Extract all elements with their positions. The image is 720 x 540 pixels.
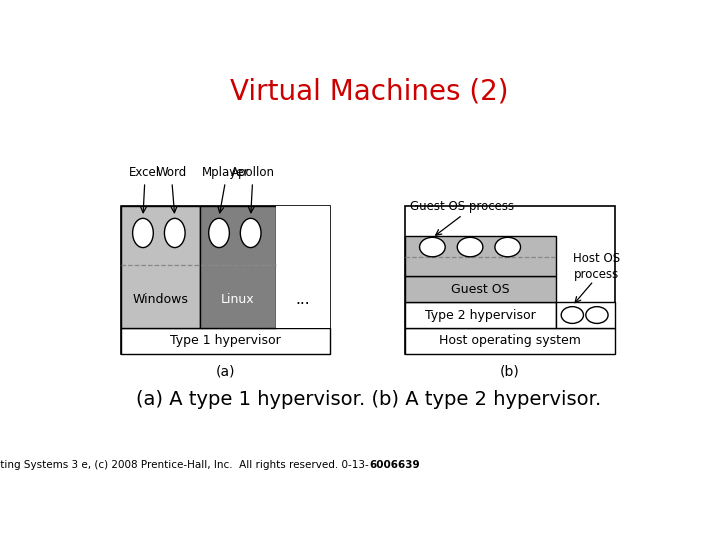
Text: Windows: Windows: [132, 293, 189, 306]
Text: Type 1 hypervisor: Type 1 hypervisor: [170, 334, 281, 347]
Bar: [276, 206, 330, 328]
Text: Host OS
process: Host OS process: [573, 252, 620, 281]
Text: 6006639: 6006639: [369, 460, 420, 470]
Text: Virtual Machines (2): Virtual Machines (2): [230, 78, 508, 106]
Text: Linux: Linux: [221, 293, 255, 306]
Ellipse shape: [420, 237, 445, 257]
Bar: [405, 235, 556, 276]
Ellipse shape: [561, 307, 583, 323]
Bar: [405, 276, 556, 302]
Ellipse shape: [586, 307, 608, 323]
Text: Type 2 hypervisor: Type 2 hypervisor: [426, 308, 536, 321]
Bar: [405, 302, 556, 328]
Text: Excel: Excel: [129, 166, 161, 179]
Bar: [121, 328, 330, 354]
Bar: [556, 302, 615, 328]
Text: Guest OS: Guest OS: [451, 283, 510, 296]
Text: Apollon: Apollon: [230, 166, 274, 179]
Ellipse shape: [240, 218, 261, 247]
Bar: [200, 206, 276, 328]
Text: (a) A type 1 hypervisor. (b) A type 2 hypervisor.: (a) A type 1 hypervisor. (b) A type 2 hy…: [136, 390, 602, 409]
Bar: [405, 206, 615, 354]
Ellipse shape: [132, 218, 153, 247]
Bar: [121, 206, 200, 328]
Text: (a): (a): [215, 364, 235, 378]
Text: Host operating system: Host operating system: [439, 334, 581, 347]
Bar: [405, 328, 615, 354]
Text: Tanenbaum, Modern Operating Systems 3 e, (c) 2008 Prentice-Hall, Inc.  All right: Tanenbaum, Modern Operating Systems 3 e,…: [0, 460, 369, 470]
Ellipse shape: [495, 237, 521, 257]
Ellipse shape: [164, 218, 185, 247]
Ellipse shape: [457, 237, 483, 257]
Text: Word: Word: [157, 166, 187, 179]
Text: ...: ...: [295, 293, 310, 307]
Text: Mplayer: Mplayer: [202, 166, 249, 179]
Text: (b): (b): [500, 364, 520, 378]
Ellipse shape: [209, 218, 230, 247]
Bar: [121, 206, 330, 354]
Text: Guest OS process: Guest OS process: [410, 200, 515, 213]
